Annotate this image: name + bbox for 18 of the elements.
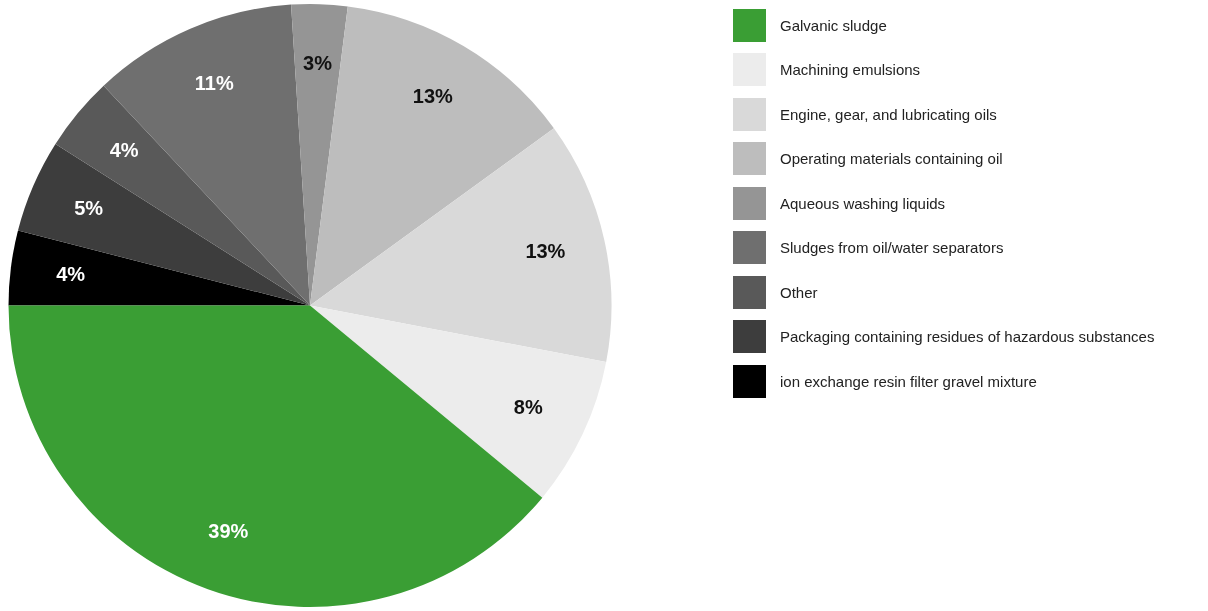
data-label: 3% <box>303 51 333 74</box>
legend-label: Other <box>780 283 818 301</box>
legend-label: Machining emulsions <box>780 61 921 78</box>
legend-label: ion exchange resin filter gravel mixture <box>780 372 1037 390</box>
data-label: 5% <box>74 197 104 220</box>
legend-label: Galvanic sludge <box>780 16 887 34</box>
data-label: 39% <box>208 519 249 542</box>
data-label: 8% <box>513 395 543 418</box>
legend-label: Aqueous washing liquids <box>780 194 946 212</box>
data-label: 11% <box>194 71 234 94</box>
legend-label: Engine, gear, and lubricating oils <box>780 105 997 123</box>
data-label: 4% <box>56 262 86 285</box>
data-label: 13% <box>525 240 566 263</box>
legend-label: Operating materials containing oil <box>780 150 1003 167</box>
legend-label: Packaging containing residues of hazardous substances <box>780 328 1155 345</box>
data-label: 4% <box>109 139 139 162</box>
data-label: 13% <box>412 85 454 108</box>
legend-label: Sludges from oil/water separators <box>780 239 1004 256</box>
